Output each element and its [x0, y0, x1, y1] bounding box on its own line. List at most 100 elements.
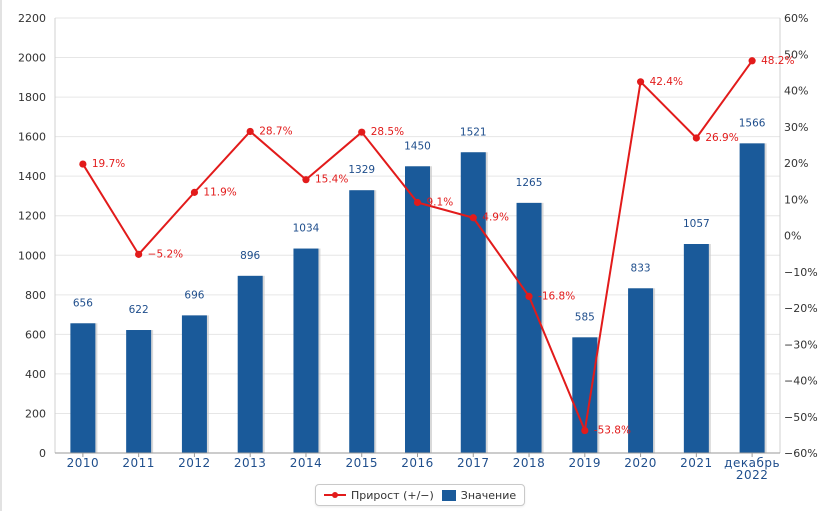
x-tick-label: 2012: [178, 456, 211, 470]
y-left-tick-label: 1800: [18, 91, 46, 104]
growth-value-label: 28.5%: [371, 126, 404, 138]
x-tick-label: 2013: [234, 456, 267, 470]
y-left-tick-label: 800: [25, 289, 46, 302]
growth-point: [358, 128, 366, 136]
legend-item-growth[interactable]: Прирост (+/−): [324, 489, 434, 502]
bar-value-label: 696: [184, 289, 204, 301]
bar-value-label: 1265: [516, 177, 543, 189]
y-axis-left: 0 200 400 600 800 1000 1200 1400 1600 1800 2000 220…: [18, 12, 56, 460]
bar-value-label: 1034: [293, 223, 320, 235]
y-left-tick-label: 1600: [18, 131, 46, 144]
y-left-tick-label: 1400: [18, 170, 46, 183]
bar: [237, 275, 263, 453]
bar: [460, 152, 486, 453]
growth-point: [190, 188, 199, 196]
growth-point: [525, 292, 533, 300]
growth-value-label: 9.1%: [427, 197, 454, 209]
bar-value-label: 1450: [404, 140, 431, 152]
x-tick-label: 2019: [569, 456, 602, 470]
growth-value-label: 26.9%: [705, 132, 738, 144]
growth-point: [246, 127, 254, 136]
bar: [293, 248, 319, 453]
x-tick-label: декабрь 2022: [724, 456, 780, 482]
growth-line-series: [79, 57, 756, 435]
y-right-tick-label: −10%: [784, 266, 818, 279]
bar-value-label: 1329: [348, 164, 375, 176]
growth-value-label: −5.2%: [148, 248, 183, 260]
chart-legend: Прирост (+/−) Значение: [315, 484, 526, 506]
y-left-tick-label: 1000: [18, 249, 46, 262]
growth-value-label: 28.7%: [259, 125, 292, 137]
y-right-tick-label: 20%: [784, 157, 808, 170]
y-left-tick-label: 600: [25, 328, 46, 341]
x-tick-label: 2010: [67, 456, 100, 470]
bar: [349, 190, 375, 453]
growth-value-label: -53.8%: [594, 425, 631, 437]
bar: [739, 143, 765, 454]
y-right-tick-label: 40%: [784, 85, 808, 98]
bar-value-label: 656: [73, 297, 93, 309]
growth-point: [469, 214, 477, 222]
y-left-tick-label: 2000: [18, 52, 46, 65]
growth-point: [636, 78, 645, 86]
bar: [516, 202, 542, 453]
chart-frame-edge: [0, 0, 2, 511]
y-left-tick-label: 0: [39, 447, 46, 460]
growth-value-label: 4.9%: [482, 212, 509, 224]
y-right-tick-label: 50%: [784, 48, 808, 61]
y-left-tick-label: 400: [25, 368, 46, 381]
legend-growth-label: Прирост (+/−): [351, 488, 434, 502]
bar: [683, 244, 709, 453]
y-right-tick-label: −30%: [784, 338, 818, 351]
growth-value-label: 48.2%: [761, 55, 794, 67]
y-left-tick-label: 1200: [18, 210, 46, 223]
bar-value-label: 1521: [460, 126, 487, 138]
legend-value-label: Значение: [460, 488, 517, 502]
line-marker-icon: [324, 490, 346, 500]
bar: [126, 330, 152, 453]
x-axis: 2010 2011 2012 2013 2014 2015 2016 2017 2018 2019…: [55, 452, 780, 482]
y-right-tick-label: −60%: [784, 447, 818, 460]
x-tick-label: 2015: [345, 456, 378, 470]
growth-value-label: 11.9%: [203, 186, 236, 198]
bar-swatch-icon: [441, 489, 456, 501]
growth-value-label: -16.8%: [538, 290, 575, 302]
x-tick-label: 2018: [513, 456, 546, 470]
bar-value-label: 833: [631, 262, 651, 274]
x-tick-label: 2017: [457, 456, 490, 470]
y-right-tick-label: −40%: [784, 375, 818, 388]
bar-value-label: 585: [575, 311, 595, 323]
y-right-tick-label: 60%: [784, 12, 808, 25]
growth-value-label: 42.4%: [650, 76, 683, 88]
growth-value-label: 19.7%: [92, 158, 125, 170]
bar-value-label: 1566: [739, 117, 766, 129]
y-left-tick-label: 200: [25, 407, 46, 420]
x-tick-label: 2021: [680, 456, 713, 470]
bar-series: [70, 143, 767, 454]
growth-point: [748, 57, 756, 65]
bar: [181, 315, 207, 453]
x-tick-label: 2016: [401, 456, 434, 470]
y-right-tick-label: −50%: [784, 411, 818, 424]
y-right-tick-label: 10%: [784, 193, 808, 206]
growth-point: [135, 250, 143, 258]
growth-point: [413, 198, 422, 207]
growth-value-label: 15.4%: [315, 174, 348, 186]
x-tick-label: 2020: [624, 456, 657, 470]
bar-value-label: 622: [129, 304, 149, 316]
legend-item-value[interactable]: Значение: [441, 488, 517, 502]
y-right-tick-label: 0%: [784, 230, 801, 243]
bar: [405, 166, 430, 453]
growth-value-labels: 19.7% −5.2% 11.9% 28.7% 15.4% 28.5% 9.1% 4.9% -1…: [92, 55, 795, 437]
bar: [70, 323, 96, 453]
x-tick-label: 2011: [122, 456, 155, 470]
y-right-tick-label: 30%: [784, 121, 808, 134]
bar-value-label: 1057: [683, 218, 710, 230]
y-axis-right: −60% −50% −40% −30% −20% −10% 0% 10% 20% 30% 40% 50…: [779, 12, 818, 460]
growth-point: [692, 134, 700, 142]
growth-point: [302, 176, 310, 184]
y-left-tick-label: 2200: [18, 12, 46, 25]
growth-point: [581, 426, 589, 435]
bar: [628, 288, 654, 453]
